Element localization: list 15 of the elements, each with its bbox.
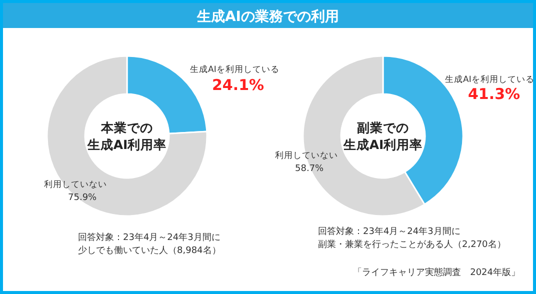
data-label: 41.3% <box>468 85 520 103</box>
slice-label: 生成AIを利用している <box>445 74 534 85</box>
text: 本業での生成AI利用率 <box>86 120 167 152</box>
slice-label: 利用していない <box>44 179 107 190</box>
text: 「ライフキャリア実態調査 2024年版」 <box>353 267 520 278</box>
slice-label: 利用していない <box>275 150 338 161</box>
slice-label: 生成AIを利用している <box>190 64 280 75</box>
data-label: 58.7% <box>295 164 324 174</box>
chart-title: 生成AIの業務での利用 <box>196 9 340 25</box>
donut-slice <box>46 55 208 217</box>
text: 回答対象：23年4月～24年3月間に少しでも働いていた人（8,984名） <box>78 232 221 256</box>
text: 回答対象：23年4月～24年3月間に副業・兼業を行ったことがある人（2,270名） <box>318 226 506 250</box>
data-label: 75.9% <box>68 193 98 203</box>
text: 副業での生成AI利用率 <box>342 120 423 152</box>
data-label: 24.1% <box>212 76 264 94</box>
